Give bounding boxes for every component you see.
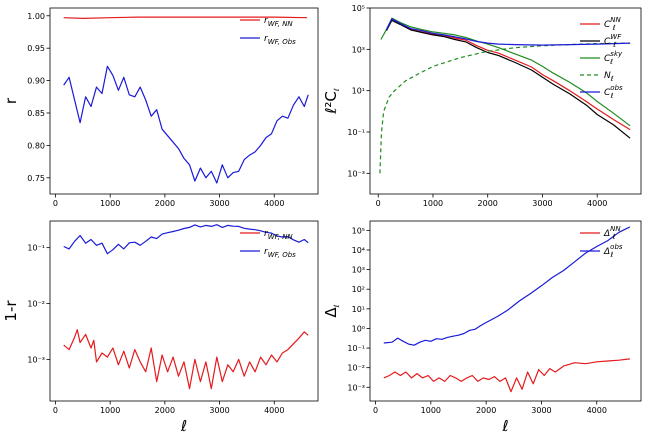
x-axis-label: ℓ [180, 417, 187, 435]
series-group [63, 16, 309, 184]
x-tick-label: 2000 [478, 199, 498, 208]
y-tick-label: 10⁴ [352, 246, 365, 255]
y-tick-label: 10¹ [352, 305, 365, 314]
legend-entry: Cobs ℓ [604, 84, 623, 100]
x-tick-label: 1000 [100, 406, 120, 415]
series-line-tl-1 [63, 65, 309, 184]
x-tick-label: 2000 [476, 406, 496, 415]
panel-bottom-left: 0 1000 2000 3000 4000 10⁻³ 10⁻² 10⁻¹ 1-r ℓ rWF, NN… [2, 220, 319, 435]
panel-bottom-right: 0 1000 2000 3000 4000 10⁻³ 10⁻² 10⁻¹ 10⁰ 10¹ 10² 10… [322, 220, 642, 435]
legend-entry: rWF, Obs [264, 34, 296, 46]
legend-entry: rWF, Obs [264, 247, 296, 259]
y-tick-label: 10⁻¹ [27, 244, 45, 253]
y-tick-label: 10⁻² [347, 364, 365, 373]
legend: rWF, NN rWF, Obs [240, 16, 296, 46]
x-axis-label: ℓ [501, 417, 508, 435]
y-axis-label: ℓ²Cℓ [322, 88, 341, 115]
y-tick-label: 0.75 [27, 174, 45, 183]
axes-frame [49, 7, 319, 195]
series-line-tr-0 [385, 18, 631, 131]
x-tick-label: 3000 [531, 406, 551, 415]
legend-entry: Csky ℓ [604, 50, 623, 66]
y-tick-label: 10⁻³ [27, 355, 45, 364]
legend-entry: CNN ℓ [604, 16, 622, 32]
x-tick-label: 4000 [587, 199, 607, 208]
legend-entry: rWF, NN [264, 229, 293, 241]
series-group [383, 226, 631, 393]
x-tick-label: 1000 [421, 406, 441, 415]
panel-top-right: 0 1000 2000 3000 4000 10⁻³ 10⁻¹ 10¹ 10³ 10⁵ ℓ²Cℓ CN… [322, 4, 642, 208]
series-line-br-0 [383, 358, 630, 393]
series-line-tl-0 [63, 16, 308, 19]
x-tick-label: 0 [53, 199, 58, 208]
series-line-tr-1 [385, 19, 631, 139]
series-group [63, 224, 309, 390]
y-tick-label: 10⁵ [352, 4, 365, 13]
x-tick-label: 1000 [423, 199, 443, 208]
series-line-tr-2 [380, 17, 631, 127]
x-tick-label: 0 [373, 406, 378, 415]
legend: rWF, NN rWF, Obs [240, 229, 296, 259]
y-tick-label: 10² [352, 285, 365, 294]
y-tick-label: 0.95 [27, 44, 45, 53]
y-tick-label: 10³ [352, 45, 365, 54]
y-tick-label: 10¹ [352, 87, 365, 96]
x-tick-label: 2000 [155, 406, 175, 415]
x-tick-label: 1000 [100, 199, 120, 208]
series-line-bl-0 [63, 329, 309, 390]
legend-entry: Δobs ℓ [603, 243, 623, 259]
axes-frame [369, 7, 642, 195]
x-tick-label: 2000 [155, 199, 175, 208]
x-tick-label: 4000 [264, 406, 284, 415]
series-line-br-1 [383, 226, 631, 346]
legend: ΔNN ℓ Δobs ℓ [580, 225, 623, 259]
panel-top-left: 0 1000 2000 3000 4000 0.75 0.80 0.85 0.90 0.95 1.0… [2, 7, 319, 208]
series-line-bl-1 [63, 224, 309, 255]
x-tick-label: 3000 [209, 406, 229, 415]
y-tick-label: 10⁻¹ [347, 128, 365, 137]
y-tick-label: 0.90 [27, 77, 45, 86]
y-tick-label: 10⁻² [27, 300, 45, 309]
axes-frame [369, 220, 642, 402]
y-tick-label: 1.00 [27, 12, 45, 21]
x-tick-label: 4000 [264, 199, 284, 208]
legend-entry: Nℓ [604, 71, 614, 83]
x-tick-label: 0 [376, 199, 381, 208]
y-tick-label: 0.80 [27, 141, 45, 150]
y-tick-label: 0.85 [27, 109, 45, 118]
y-tick-label: 10³ [352, 266, 365, 275]
x-tick-label: 0 [53, 406, 58, 415]
y-tick-label: 10⁵ [352, 226, 365, 235]
y-axis-label: 1-r [2, 300, 20, 322]
y-tick-label: 10⁻³ [347, 169, 365, 178]
legend-entry: ΔNN ℓ [603, 225, 621, 241]
series-group [379, 17, 631, 174]
axes-frame [49, 220, 319, 402]
x-tick-label: 4000 [587, 406, 607, 415]
y-tick-label: 10⁻¹ [347, 344, 365, 353]
legend-entry: CWF ℓ [604, 33, 622, 49]
series-line-tr-3 [379, 42, 631, 174]
legend-entry: rWF, NN [264, 16, 293, 28]
y-axis-label: r [2, 97, 20, 104]
y-tick-label: 10⁰ [352, 324, 365, 333]
series-line-tr-4 [385, 18, 631, 46]
x-tick-label: 3000 [209, 199, 229, 208]
x-tick-label: 3000 [532, 199, 552, 208]
y-axis-label: Δℓ [322, 304, 341, 317]
y-tick-label: 10⁻³ [347, 383, 365, 392]
